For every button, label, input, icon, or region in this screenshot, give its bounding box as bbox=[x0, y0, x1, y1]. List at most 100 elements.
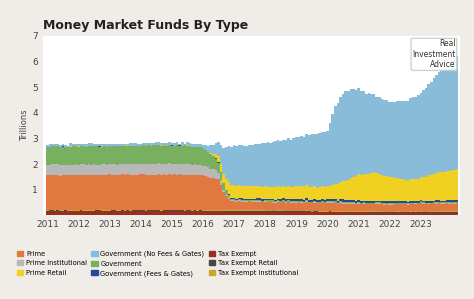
Bar bbox=[269, 202, 272, 210]
Bar bbox=[370, 205, 373, 211]
Bar bbox=[389, 205, 391, 212]
Bar bbox=[241, 202, 243, 210]
Bar bbox=[370, 211, 373, 212]
Bar bbox=[355, 211, 357, 212]
Bar bbox=[176, 145, 178, 164]
Bar bbox=[74, 175, 77, 210]
Bar bbox=[210, 211, 212, 212]
Bar bbox=[134, 146, 137, 164]
Bar bbox=[95, 211, 98, 215]
Bar bbox=[319, 133, 321, 187]
Bar bbox=[85, 211, 88, 215]
Bar bbox=[121, 144, 124, 146]
Bar bbox=[215, 143, 217, 154]
Bar bbox=[378, 201, 381, 202]
Bar bbox=[56, 211, 59, 215]
Bar bbox=[381, 213, 383, 215]
Bar bbox=[422, 213, 425, 215]
Bar bbox=[90, 175, 93, 210]
Bar bbox=[243, 202, 246, 210]
Bar bbox=[433, 204, 435, 212]
Bar bbox=[137, 164, 139, 175]
Bar bbox=[290, 203, 292, 211]
Bar bbox=[352, 89, 355, 177]
Bar bbox=[337, 184, 339, 201]
Bar bbox=[145, 146, 147, 164]
Bar bbox=[46, 165, 49, 175]
Bar bbox=[440, 213, 443, 215]
Bar bbox=[259, 186, 261, 198]
Bar bbox=[404, 101, 407, 180]
Bar bbox=[254, 211, 256, 212]
Bar bbox=[310, 134, 313, 187]
Bar bbox=[236, 146, 238, 186]
Bar bbox=[248, 186, 251, 199]
Bar bbox=[303, 211, 305, 212]
Bar bbox=[383, 213, 386, 215]
Bar bbox=[59, 212, 62, 215]
Bar bbox=[254, 210, 256, 211]
Bar bbox=[173, 143, 176, 146]
Bar bbox=[326, 199, 329, 201]
Bar bbox=[108, 146, 111, 164]
Bar bbox=[266, 143, 269, 187]
Bar bbox=[360, 91, 363, 175]
Bar bbox=[295, 211, 298, 212]
Bar bbox=[329, 201, 331, 202]
Bar bbox=[222, 192, 225, 210]
Bar bbox=[69, 210, 72, 211]
Bar bbox=[173, 164, 176, 174]
Bar bbox=[54, 146, 56, 164]
Bar bbox=[181, 164, 183, 175]
Bar bbox=[212, 178, 215, 210]
Bar bbox=[329, 186, 331, 199]
Bar bbox=[448, 213, 451, 215]
Bar bbox=[183, 210, 186, 211]
Bar bbox=[373, 205, 375, 211]
Bar bbox=[321, 186, 324, 199]
Bar bbox=[321, 132, 324, 186]
Bar bbox=[225, 210, 228, 211]
Bar bbox=[435, 203, 438, 204]
Bar bbox=[51, 210, 54, 211]
Bar bbox=[331, 203, 334, 211]
Bar bbox=[212, 144, 215, 154]
Bar bbox=[220, 172, 222, 181]
Bar bbox=[118, 146, 121, 164]
Bar bbox=[127, 164, 129, 174]
Bar bbox=[251, 186, 254, 199]
Bar bbox=[303, 202, 305, 203]
Bar bbox=[210, 210, 212, 211]
Bar bbox=[401, 211, 404, 212]
Bar bbox=[295, 203, 298, 211]
Bar bbox=[236, 186, 238, 199]
Bar bbox=[194, 175, 197, 210]
Bar bbox=[80, 210, 82, 211]
Bar bbox=[373, 94, 375, 173]
Bar bbox=[85, 144, 88, 147]
Bar bbox=[407, 181, 409, 202]
Bar bbox=[391, 102, 393, 177]
Bar bbox=[225, 211, 228, 212]
Bar bbox=[157, 163, 160, 174]
Bar bbox=[313, 211, 316, 212]
Bar bbox=[51, 164, 54, 175]
Bar bbox=[152, 210, 155, 211]
Bar bbox=[417, 204, 419, 212]
Bar bbox=[412, 211, 414, 212]
Bar bbox=[339, 182, 342, 199]
Bar bbox=[150, 210, 152, 211]
Bar bbox=[194, 147, 197, 164]
Bar bbox=[106, 175, 108, 210]
Bar bbox=[251, 211, 254, 212]
Bar bbox=[277, 186, 280, 199]
Bar bbox=[295, 212, 298, 215]
Bar bbox=[285, 211, 287, 212]
Bar bbox=[419, 200, 422, 202]
Bar bbox=[95, 210, 98, 211]
Bar bbox=[191, 210, 194, 211]
Bar bbox=[344, 212, 347, 215]
Bar bbox=[233, 200, 236, 201]
Bar bbox=[230, 200, 233, 202]
Bar bbox=[375, 211, 378, 212]
